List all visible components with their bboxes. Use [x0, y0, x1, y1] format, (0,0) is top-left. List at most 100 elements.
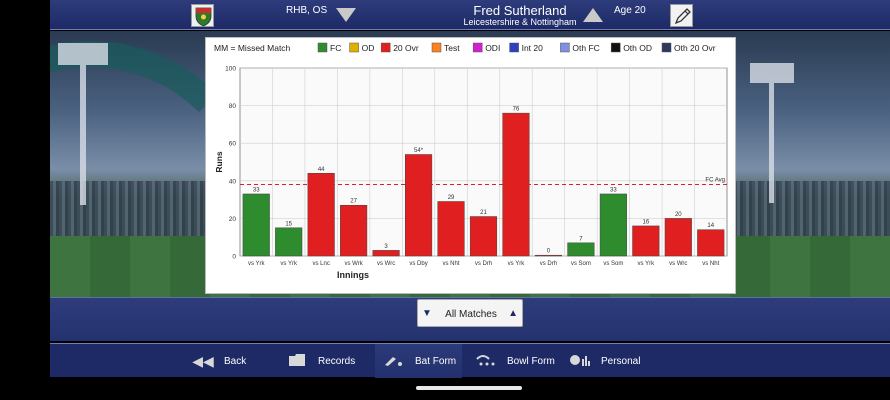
legend-entry: Oth FC: [572, 43, 599, 53]
personal-stats-icon: [567, 353, 593, 370]
y-axis-label: Runs: [214, 151, 224, 173]
data-label: 44: [318, 167, 325, 173]
bar: [534, 254, 562, 257]
personal-button[interactable]: Personal: [567, 344, 640, 378]
bar: [697, 229, 725, 257]
legend-entry: ODI: [485, 43, 500, 53]
edit-pencil-icon[interactable]: [670, 4, 693, 27]
floodlight-towers-icon: [58, 43, 794, 205]
legend-swatch: [472, 42, 483, 53]
legend-note: MM = Missed Match: [214, 43, 291, 53]
legend-swatch: [610, 42, 621, 53]
player-county: Leicestershire & Nottingham: [463, 17, 577, 27]
data-label: 20: [675, 212, 682, 218]
bar: [664, 218, 692, 257]
previous-player-icon[interactable]: [336, 8, 356, 22]
bowl-form-button[interactable]: Bowl Form: [473, 344, 555, 378]
legend-entry: OD: [362, 43, 375, 53]
bar: [242, 193, 270, 257]
data-label: 29: [448, 195, 455, 201]
match-filter-label: All Matches: [445, 309, 497, 320]
rewind-icon: ◀◀: [192, 352, 214, 369]
y-tick-label: 20: [229, 216, 237, 223]
legend-swatch: [431, 42, 442, 53]
triangle-up-icon[interactable]: ▲: [508, 308, 518, 319]
next-player-icon[interactable]: [583, 8, 603, 22]
records-button[interactable]: Records: [284, 344, 355, 378]
legend-swatch: [509, 42, 519, 53]
data-label: 3: [384, 244, 388, 250]
cricket-bat-icon: [381, 353, 407, 370]
county-badge-icon[interactable]: [191, 4, 214, 27]
data-label: 0: [547, 249, 551, 255]
x-tick-label: vs Nht: [443, 261, 460, 267]
bar: [632, 225, 660, 257]
x-tick-label: vs Wrc: [669, 261, 687, 267]
x-tick-label: vs Som: [603, 261, 623, 267]
back-label: Back: [224, 355, 247, 367]
chart-svg: MM = Missed Match FC OD 20 Ovr Test ODI Int 20…: [214, 42, 728, 280]
bat-form-label: Bat Form: [415, 355, 457, 367]
back-button[interactable]: ◀◀ Back: [190, 344, 246, 378]
data-label: 54*: [414, 148, 424, 154]
legend-swatch: [560, 42, 570, 53]
legend-entry: Int 20: [522, 43, 544, 53]
bar: [307, 173, 335, 257]
legend-entry: Oth OD: [623, 43, 652, 53]
legend-entry: 20 Ovr: [393, 43, 419, 53]
batting-bowling-style: RHB, OS: [286, 5, 328, 16]
legend-swatch: [349, 42, 359, 53]
data-label: 76: [513, 107, 520, 113]
legend-entry: FC: [330, 43, 341, 53]
legend-entry: Test: [444, 43, 460, 53]
legend-swatch: [380, 42, 391, 53]
x-tick-label: vs Yrk: [508, 261, 526, 267]
x-axis-label: Innings: [337, 270, 369, 280]
x-tick-label: vs Yrk: [638, 261, 656, 267]
fc-average-label: FC Avg: [705, 178, 725, 184]
records-label: Records: [318, 355, 356, 367]
bar: [340, 204, 368, 257]
x-tick-label: vs Yrk: [280, 261, 298, 267]
player-age: Age 20: [614, 5, 646, 16]
player-header: RHB, OS Fred Sutherland Leicestershire &…: [50, 0, 890, 30]
bar: [599, 193, 627, 257]
player-name: Fred Sutherland: [473, 3, 567, 18]
bar: [275, 227, 303, 257]
legend-swatch: [317, 42, 328, 53]
data-label: 33: [253, 187, 260, 193]
x-tick-label: vs Nht: [702, 261, 719, 267]
data-label: 16: [642, 219, 649, 225]
legend-swatch: [661, 42, 672, 53]
y-tick-label: 80: [229, 103, 237, 110]
bowl-form-label: Bowl Form: [507, 355, 555, 367]
bar: [437, 201, 465, 257]
x-tick-label: vs Drh: [540, 261, 557, 267]
y-tick-label: 40: [229, 178, 237, 185]
bat-form-button[interactable]: Bat Form: [375, 344, 463, 378]
data-label: 27: [350, 199, 357, 205]
x-tick-label: vs Yrk: [248, 261, 266, 267]
batting-form-chart: MM = Missed Match FC OD 20 Ovr Test ODI Int 20…: [205, 37, 736, 294]
x-tick-label: vs Drh: [475, 261, 492, 267]
bar: [469, 216, 498, 257]
data-label: 14: [707, 223, 714, 229]
bowling-icon: [473, 353, 499, 370]
match-filter-selector[interactable]: ▼ All Matches ▲: [417, 299, 523, 327]
y-tick-label: 100: [225, 66, 236, 73]
data-label: 33: [610, 187, 617, 193]
x-tick-label: vs Som: [571, 261, 591, 267]
triangle-down-icon[interactable]: ▼: [422, 308, 432, 319]
x-tick-label: vs Dby: [409, 261, 427, 267]
x-tick-label: vs Lnc: [312, 261, 329, 267]
legend-entry: Oth 20 Ovr: [674, 43, 716, 53]
bottom-nav: ◀◀ Back Records Bat Form Bowl Form Per: [50, 343, 890, 378]
data-label: 21: [480, 210, 487, 216]
y-tick-label: 0: [232, 254, 236, 261]
home-indicator[interactable]: [416, 386, 522, 390]
x-tick-label: vs Wrc: [377, 261, 395, 267]
personal-label: Personal: [601, 355, 641, 367]
bar: [405, 154, 433, 257]
data-label: 7: [579, 236, 583, 242]
